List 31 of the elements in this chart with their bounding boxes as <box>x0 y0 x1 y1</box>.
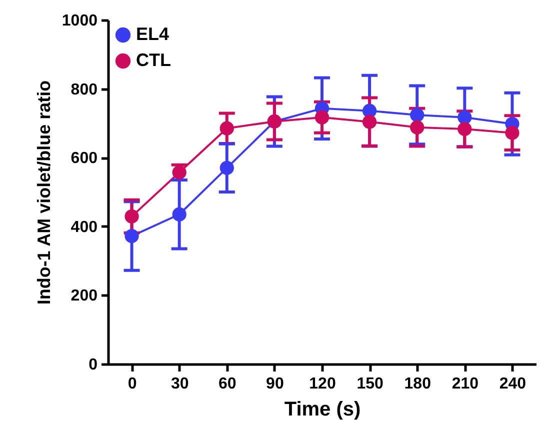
x-tick-label: 90 <box>266 376 284 392</box>
point <box>220 121 234 136</box>
point <box>314 110 330 124</box>
x-tick-label: 150 <box>356 376 384 392</box>
y-tick-label: 400 <box>70 218 98 236</box>
legend-label: CTL <box>136 50 171 70</box>
point <box>220 160 234 175</box>
y-tick-label: 0 <box>88 356 98 374</box>
point <box>124 228 139 244</box>
point <box>458 110 472 124</box>
x-tick-label: 240 <box>499 376 526 392</box>
x-tick-label: 180 <box>404 376 432 392</box>
point <box>410 108 424 122</box>
point <box>124 209 139 224</box>
point <box>362 114 377 129</box>
y-tick-label: 1000 <box>62 12 98 30</box>
point <box>172 207 186 222</box>
x-tick-label: 0 <box>128 376 137 392</box>
y-tick-label: 800 <box>70 81 98 98</box>
point <box>458 122 472 136</box>
x-tick-label: 120 <box>309 376 336 392</box>
point <box>410 120 424 134</box>
y-tick-label: 200 <box>70 288 98 305</box>
x-axis-title: Time (s) <box>284 398 361 420</box>
x-tick-label: 60 <box>218 376 236 392</box>
y-tick-label: 600 <box>70 150 98 168</box>
legend-label: EL4 <box>136 24 170 44</box>
x-tick-label: 210 <box>452 376 479 392</box>
x-tick-label: 30 <box>170 376 189 392</box>
y-axis-title: Indo-1 AM violet/blue ratio <box>34 80 54 305</box>
point <box>505 126 520 140</box>
